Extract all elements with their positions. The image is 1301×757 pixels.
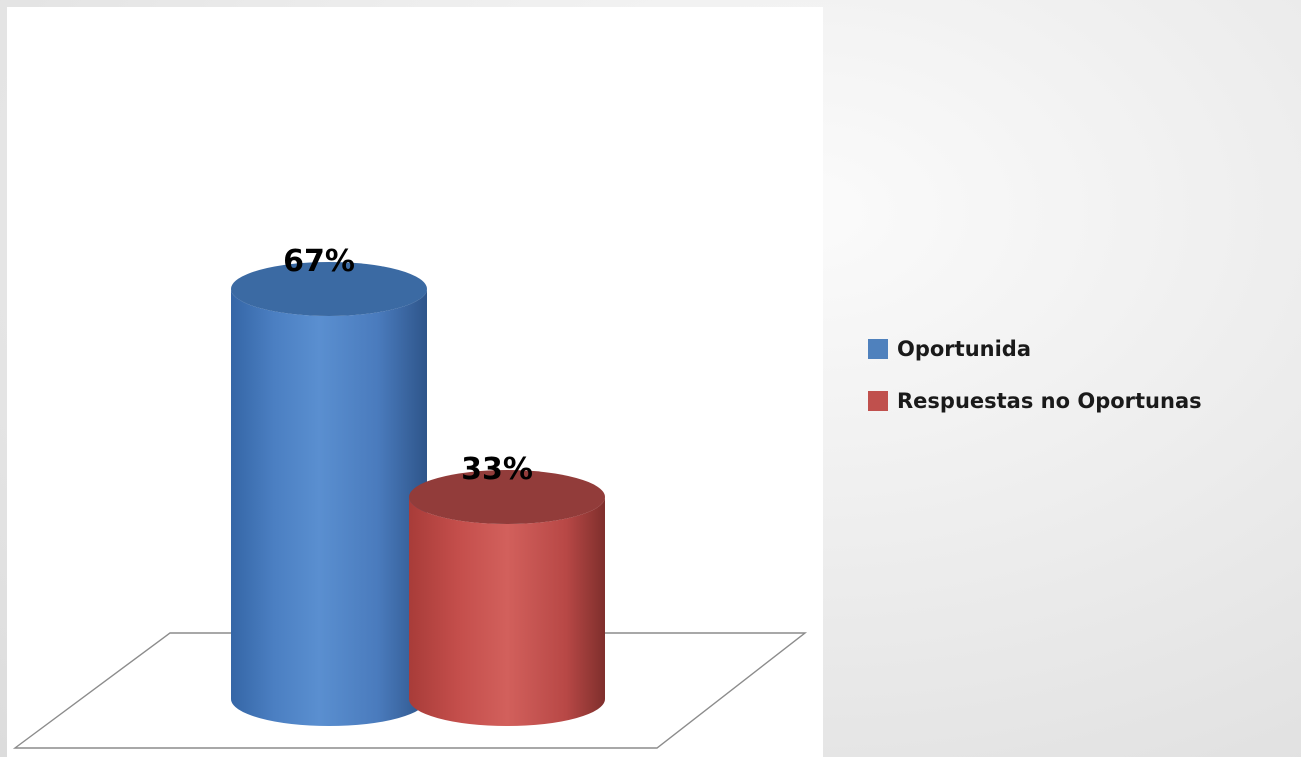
chart-svg: 67% 33% xyxy=(12,244,808,749)
bar-respuestas-no-oportunas-body xyxy=(409,497,605,726)
legend: Oportunida Respuestas no Oportunas xyxy=(868,334,1202,438)
bar-oportunida-body xyxy=(231,288,427,726)
legend-label-oportunida: Oportunida xyxy=(897,337,1032,361)
legend-label-respuestas-no-oportunas: Respuestas no Oportunas xyxy=(897,389,1202,413)
legend-swatch-respuestas-no-oportunas xyxy=(868,391,888,411)
data-label-oportunida: 67% xyxy=(283,244,355,279)
bar-oportunida xyxy=(231,261,427,726)
bar-respuestas-no-oportunas-top xyxy=(409,470,605,525)
legend-item-respuestas-no-oportunas: Respuestas no Oportunas xyxy=(868,386,1202,416)
legend-swatch-oportunida xyxy=(868,339,888,359)
bar-respuestas-no-oportunas xyxy=(409,470,605,726)
bar-oportunida-top xyxy=(231,261,427,316)
legend-item-oportunida: Oportunida xyxy=(868,334,1202,364)
plot-area: 67% 33% xyxy=(7,7,823,757)
data-label-respuestas-no-oportunas: 33% xyxy=(461,452,533,487)
